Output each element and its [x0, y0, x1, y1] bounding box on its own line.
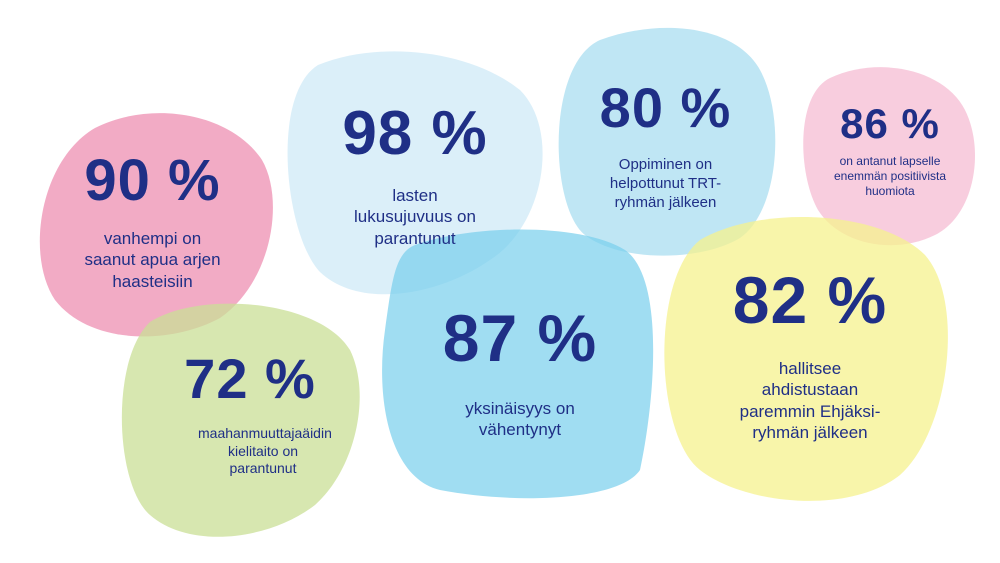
stat-87-text: yksinäisyys on vähentynyt	[465, 399, 575, 440]
stat-80-text: Oppiminen on helpottunut TRT-ryhmän jälk…	[609, 156, 722, 211]
stat-86-text: on antanut lapselle enemmän positiivista…	[833, 154, 947, 198]
stat-80: 80 % Oppiminen on helpottunut TRT-ryhmän…	[578, 75, 753, 212]
stat-90-value: 90 %	[84, 148, 221, 213]
stat-98: 98 % lasten lukusujuvuus on parantunut	[320, 98, 510, 249]
stat-80-value: 80 %	[599, 76, 732, 139]
stat-98-value: 98 %	[342, 99, 488, 168]
stat-86-value: 86 %	[840, 100, 940, 147]
stat-82-text: hallitsee ahdistustaan paremmin Ehjäksi-…	[739, 359, 881, 442]
blob-82	[664, 217, 948, 501]
stat-72-text: maahanmuuttajaäidin kielitaito on parant…	[198, 425, 332, 476]
stat-82: 82 % hallitsee ahdistustaan paremmin Ehj…	[715, 262, 905, 443]
stat-87-value: 87 %	[442, 301, 598, 375]
blob-90	[39, 113, 273, 337]
stat-90: 90 % vanhempi on saanut apua arjen haast…	[65, 147, 240, 292]
stat-72: 72 % maahanmuuttajaäidin kielitaito on p…	[160, 346, 340, 478]
stat-82-value: 82 %	[732, 263, 888, 337]
stat-98-text: lasten lukusujuvuus on parantunut	[354, 186, 476, 248]
stat-72-value: 72 %	[184, 347, 316, 410]
stat-90-text: vanhempi on saanut apua arjen haasteisii…	[84, 229, 221, 291]
blob-86	[803, 67, 975, 246]
blob-72	[121, 303, 360, 537]
stat-87: 87 % yksinäisyys on vähentynyt	[420, 300, 620, 441]
blob-87	[382, 229, 654, 499]
stat-86: 86 % on antanut lapselle enemmän positii…	[820, 100, 960, 199]
blob-80	[558, 27, 776, 256]
